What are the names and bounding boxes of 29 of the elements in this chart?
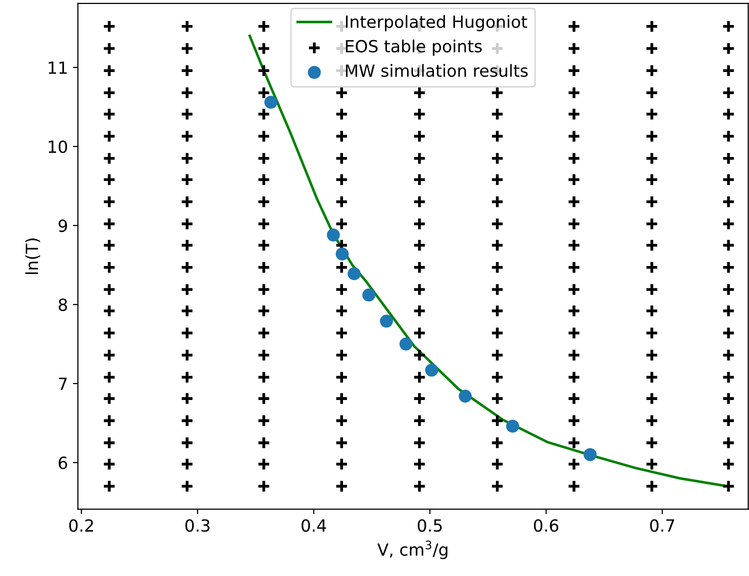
point	[425, 364, 438, 377]
point	[584, 448, 597, 462]
point	[380, 314, 393, 328]
point	[458, 390, 472, 403]
y-tick-label: 6	[58, 456, 68, 470]
point	[506, 420, 520, 433]
x-axis-title: V, cm$^{3}$/g	[377, 540, 448, 560]
y-tick-label: 11	[48, 62, 67, 74]
y-axis-title: ln(T)	[25, 238, 40, 274]
legend-label: EOS table points	[346, 40, 482, 56]
y-tick-label: 10	[48, 140, 68, 154]
point	[264, 96, 278, 109]
point	[326, 228, 340, 242]
x-tick-label: 0.3	[185, 519, 210, 532]
point	[362, 288, 376, 302]
x-tick-label: 0.7	[650, 519, 674, 532]
x-tick-label: 0.2	[69, 519, 93, 532]
x-tick-label: 0.4	[302, 519, 326, 532]
legend-label: Interpolated Hugoniot	[346, 15, 528, 32]
y-tick-label: 7	[58, 378, 67, 390]
x-tick-label: 0.6	[534, 519, 558, 532]
line-series	[248, 34, 730, 488]
point	[348, 267, 361, 280]
y-tick-label: 9	[58, 219, 67, 232]
x-tick-label: 0.5	[418, 519, 442, 532]
point	[336, 247, 349, 260]
y-tick-label: 8	[58, 298, 68, 312]
point	[399, 338, 412, 351]
legend-label: MW simulation results	[346, 64, 528, 77]
